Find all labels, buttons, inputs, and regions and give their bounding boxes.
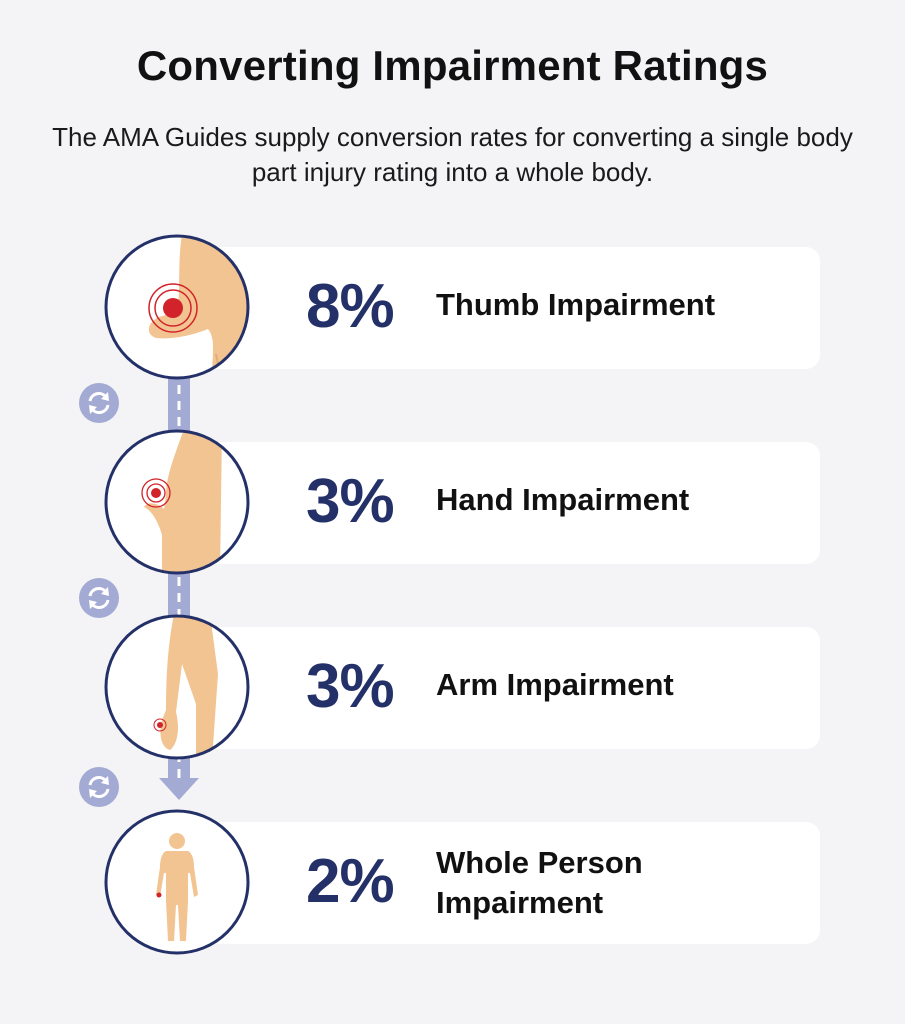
step-label: Whole Person Impairment: [436, 845, 643, 920]
thumb-injury-icon: [104, 234, 250, 380]
conversion-arrows-icon: [79, 578, 119, 618]
step-label: Arm Impairment: [436, 667, 674, 702]
step-card-hand: 3% Hand Impairment: [188, 442, 820, 564]
flow-arrow-head: [159, 778, 199, 800]
page-subtitle: The AMA Guides supply conversion rates f…: [52, 122, 853, 187]
step-card-whole-person: 2% Whole Person Impairment: [188, 822, 820, 944]
step-percent: 3%: [306, 467, 395, 536]
step-percent: 2%: [306, 847, 395, 916]
conversion-arrows-icon: [79, 767, 119, 807]
step-percent: 8%: [306, 272, 395, 341]
hand-injury-icon: [104, 429, 250, 575]
step-card-thumb: 8% Thumb Impairment: [188, 247, 820, 369]
step-card-arm: 3% Arm Impairment: [188, 627, 820, 749]
whole-body-icon: [104, 809, 250, 955]
step-label: Thumb Impairment: [436, 287, 716, 322]
conversion-arrows-icon: [79, 383, 119, 423]
step-label: Hand Impairment: [436, 482, 690, 517]
page-title: Converting Impairment Ratings: [136, 42, 769, 89]
step-percent: 3%: [306, 652, 395, 721]
arm-injury-icon: [104, 614, 250, 760]
